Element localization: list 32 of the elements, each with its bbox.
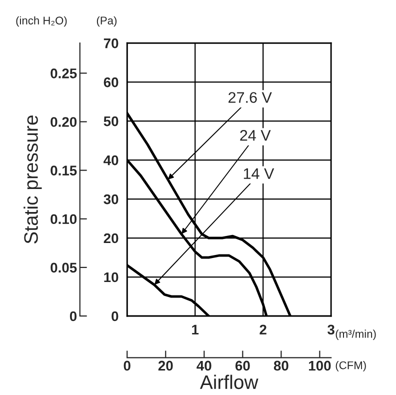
y2-tick-label: 0.20	[50, 117, 77, 127]
x-tick-label: 1	[192, 324, 199, 334]
x-tick-label: 3	[328, 324, 334, 335]
annotation: 24 V	[240, 130, 271, 141]
y2-tick-label: 0	[70, 311, 77, 322]
x2-tick-label: 0	[124, 360, 130, 371]
x2-tick-label: 40	[196, 360, 212, 371]
y-tick-label: 0	[112, 311, 118, 322]
annotation: 14 V	[244, 168, 274, 179]
x2-tick-label: 20	[158, 360, 173, 371]
y2-tick-label: 0.15	[50, 166, 77, 176]
text: (Pa)	[96, 16, 117, 27]
x-axis-title: Airflow	[200, 374, 258, 390]
y-tick-label: 10	[104, 272, 118, 282]
text: (inch H₂O)	[16, 16, 67, 27]
x2-tick-label: 100	[308, 360, 331, 371]
text: (CFM)	[336, 361, 366, 372]
x2-tick-label: 80	[274, 360, 288, 371]
y-tick-label: 60	[104, 77, 118, 88]
y-tick-label: 40	[104, 155, 118, 166]
y2-axis-title: Static pressure	[24, 116, 42, 244]
y2-tick-label: 0.05	[50, 262, 77, 273]
y-tick-label: 30	[104, 194, 118, 204]
y-tick-label: 70	[104, 38, 118, 48]
y2-tick-label: 0.10	[50, 214, 77, 224]
x-tick-label: 2	[260, 324, 266, 334]
y-tick-label: 20	[104, 233, 118, 244]
text: (m³/min)	[336, 330, 376, 340]
annotation: 27.6 V	[228, 92, 272, 103]
y2-tick-label: 0.25	[50, 68, 77, 78]
y-tick-label: 50	[104, 116, 118, 126]
x2-tick-label: 60	[235, 360, 250, 371]
